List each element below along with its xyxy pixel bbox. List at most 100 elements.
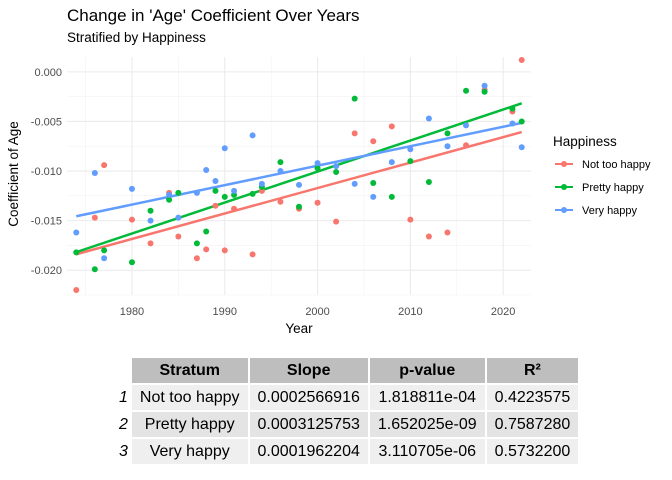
data-point (101, 247, 108, 254)
data-point (258, 180, 265, 187)
r2-cell: 0.7587280 (486, 412, 579, 437)
data-point (249, 190, 256, 197)
data-point (333, 163, 340, 170)
data-point (444, 130, 451, 137)
data-point (351, 130, 358, 137)
stats-header-slope: Slope (249, 358, 368, 383)
trend-line (76, 121, 522, 218)
data-point (212, 177, 219, 184)
data-point (351, 95, 358, 102)
data-point (388, 159, 395, 166)
stats-header-stratum: Stratum (131, 358, 248, 383)
trend-line (75, 130, 523, 256)
data-point (425, 233, 432, 240)
data-point (166, 196, 173, 203)
slope-cell: 0.0002566916 (249, 385, 368, 410)
row-number: 3 (113, 439, 130, 464)
data-point (73, 287, 80, 294)
stats-header-pvalue: p-value (369, 358, 485, 383)
x-axis-ticks: 1980 1990 2000 2010 2020 (120, 306, 516, 318)
data-point (425, 115, 432, 122)
data-point (193, 240, 200, 247)
data-point (314, 199, 321, 206)
data-point (388, 193, 395, 200)
table-row: 3 Very happy 0.0001962204 3.110705e-06 0… (113, 439, 579, 464)
data-point (221, 247, 228, 254)
data-point (91, 266, 98, 273)
pvalue-cell: 3.110705e-06 (369, 439, 485, 464)
table-row: 1 Not too happy 0.0002566916 1.818811e-0… (113, 385, 579, 410)
y-tick-label: -0.005 (31, 116, 62, 128)
x-tick-label: 2000 (305, 306, 329, 318)
data-point (277, 198, 284, 205)
data-point (231, 187, 238, 194)
y-tick-label: -0.010 (31, 166, 62, 178)
data-point (518, 56, 525, 63)
trend-lines (75, 102, 523, 256)
data-point (193, 255, 200, 262)
data-point (73, 249, 80, 256)
grid-minor (67, 57, 531, 296)
data-point (509, 105, 516, 112)
table-row: 2 Pretty happy 0.0003125753 1.652025e-09… (113, 412, 579, 437)
data-point (231, 205, 238, 212)
pvalue-cell: 1.652025e-09 (369, 412, 485, 437)
r2-cell: 0.5732200 (486, 439, 579, 464)
trend-line (75, 102, 523, 254)
data-point (91, 214, 98, 221)
data-point (203, 246, 210, 253)
data-point (175, 233, 182, 240)
data-point (518, 144, 525, 151)
data-point (444, 143, 451, 150)
data-point (166, 191, 173, 198)
row-number: 2 (113, 412, 130, 437)
stats-header-r2: R² (486, 358, 579, 383)
data-point (296, 203, 302, 210)
y-axis-title: Coefficient of Age (6, 121, 21, 227)
data-point (518, 118, 525, 125)
y-axis-ticks: -0.020 -0.015 -0.010 -0.005 0.000 (31, 67, 62, 277)
data-point (425, 178, 432, 185)
stats-corner (113, 358, 130, 383)
legend-label: Pretty happy (582, 182, 644, 194)
data-point (351, 180, 358, 187)
data-point (249, 132, 256, 139)
stats-table: Stratum Slope p-value R² 1 Not too happy… (111, 356, 580, 466)
x-axis-title: Year (285, 321, 313, 336)
data-point (370, 193, 377, 200)
data-point (463, 87, 470, 94)
data-point (175, 214, 182, 221)
stats-header-row: Stratum Slope p-value R² (113, 358, 579, 383)
data-point (203, 228, 210, 235)
data-point (175, 189, 182, 196)
data-point (463, 122, 470, 129)
data-point (221, 193, 228, 200)
row-number: 1 (113, 385, 130, 410)
stratum-cell: Very happy (131, 439, 248, 464)
data-point (407, 158, 414, 165)
chart-subtitle: Stratified by Happiness (67, 30, 206, 45)
data-point (128, 216, 135, 223)
data-point (481, 88, 488, 95)
data-point (333, 218, 340, 225)
data-point (147, 207, 154, 214)
stratum-cell: Not too happy (131, 385, 248, 410)
data-point (370, 179, 377, 186)
y-tick-label: -0.020 (31, 265, 62, 277)
data-point (481, 82, 488, 89)
chart: Change in 'Age' Coefficient Over Years S… (6, 6, 651, 336)
pvalue-cell: 1.818811e-04 (369, 385, 485, 410)
data-point (314, 165, 321, 172)
legend-key-point (561, 207, 567, 213)
data-point (147, 217, 154, 224)
data-point (128, 259, 135, 266)
x-tick-label: 2010 (398, 306, 422, 318)
data-point (444, 229, 451, 236)
y-tick-label: -0.015 (31, 216, 62, 228)
slope-cell: 0.0003125753 (249, 412, 368, 437)
data-point (101, 255, 108, 262)
data-point (463, 142, 470, 149)
data-point (147, 240, 154, 247)
data-point (314, 160, 321, 167)
legend: Happiness Not too happy Pretty happy Very … (553, 134, 651, 217)
